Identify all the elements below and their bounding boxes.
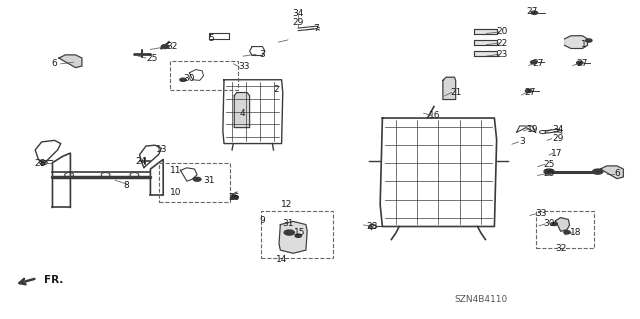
Circle shape <box>193 177 201 181</box>
Text: 33: 33 <box>239 63 250 71</box>
Circle shape <box>161 45 169 48</box>
Text: FR.: FR. <box>44 275 63 285</box>
Text: 31: 31 <box>203 176 214 185</box>
Text: 3: 3 <box>520 137 525 146</box>
Text: 25: 25 <box>543 169 555 178</box>
Circle shape <box>531 61 537 64</box>
Text: 27: 27 <box>527 7 538 16</box>
Bar <box>159 163 230 202</box>
Text: 25: 25 <box>543 160 555 169</box>
Text: 23: 23 <box>496 50 508 59</box>
Text: 16: 16 <box>429 111 441 120</box>
Text: 32: 32 <box>166 42 177 51</box>
Polygon shape <box>564 36 588 48</box>
Text: 31: 31 <box>282 219 294 228</box>
Text: 25: 25 <box>147 54 158 63</box>
Circle shape <box>564 231 570 234</box>
Text: 1: 1 <box>581 40 586 49</box>
Text: 33: 33 <box>536 209 547 218</box>
Text: 8: 8 <box>124 181 129 189</box>
Text: 24: 24 <box>135 157 147 166</box>
Circle shape <box>551 222 557 226</box>
Circle shape <box>531 11 538 14</box>
Circle shape <box>230 195 238 199</box>
Text: 3: 3 <box>260 50 265 59</box>
Circle shape <box>586 39 592 42</box>
Circle shape <box>544 169 554 174</box>
Text: 17: 17 <box>551 149 563 158</box>
Text: 7: 7 <box>314 24 319 33</box>
Bar <box>261 211 333 258</box>
Text: 12: 12 <box>281 200 292 209</box>
Text: 15: 15 <box>294 228 305 237</box>
Text: 13: 13 <box>156 145 167 154</box>
Text: 28: 28 <box>367 222 378 231</box>
Circle shape <box>525 89 532 93</box>
Text: 10: 10 <box>170 189 182 197</box>
Text: 22: 22 <box>496 39 508 48</box>
Polygon shape <box>474 51 497 56</box>
Text: 19: 19 <box>527 125 538 134</box>
Text: 11: 11 <box>170 166 182 175</box>
Text: 6: 6 <box>615 169 620 178</box>
Text: 27: 27 <box>532 59 543 68</box>
Text: 28: 28 <box>34 159 45 168</box>
Text: 14: 14 <box>276 256 287 264</box>
Circle shape <box>284 230 294 235</box>
Text: 27: 27 <box>524 88 536 97</box>
Text: 29: 29 <box>292 18 304 27</box>
Text: 21: 21 <box>450 88 461 97</box>
Text: 30: 30 <box>543 219 555 228</box>
Text: 4: 4 <box>239 109 244 118</box>
Circle shape <box>577 61 583 64</box>
Text: 9: 9 <box>260 216 265 225</box>
Text: 27: 27 <box>577 59 588 68</box>
Text: 18: 18 <box>570 228 582 237</box>
Circle shape <box>593 169 603 174</box>
Circle shape <box>295 234 301 237</box>
Polygon shape <box>234 93 250 128</box>
Text: 5: 5 <box>209 34 214 43</box>
Bar <box>170 61 238 90</box>
Text: 29: 29 <box>552 134 564 143</box>
Polygon shape <box>279 221 307 253</box>
Text: SZN4B4110: SZN4B4110 <box>454 295 508 304</box>
Text: 26: 26 <box>228 193 240 202</box>
Bar <box>536 211 594 248</box>
Polygon shape <box>474 29 497 34</box>
Polygon shape <box>556 218 570 231</box>
Text: 32: 32 <box>555 244 566 253</box>
Text: 30: 30 <box>184 74 195 83</box>
Text: 20: 20 <box>496 27 508 36</box>
Text: 34: 34 <box>552 125 564 134</box>
Text: 34: 34 <box>292 9 304 18</box>
Text: 2: 2 <box>274 85 279 94</box>
Polygon shape <box>474 40 497 45</box>
Text: 6: 6 <box>52 59 57 68</box>
Polygon shape <box>59 55 82 68</box>
Circle shape <box>180 78 186 81</box>
Polygon shape <box>600 166 623 179</box>
Polygon shape <box>443 77 456 100</box>
